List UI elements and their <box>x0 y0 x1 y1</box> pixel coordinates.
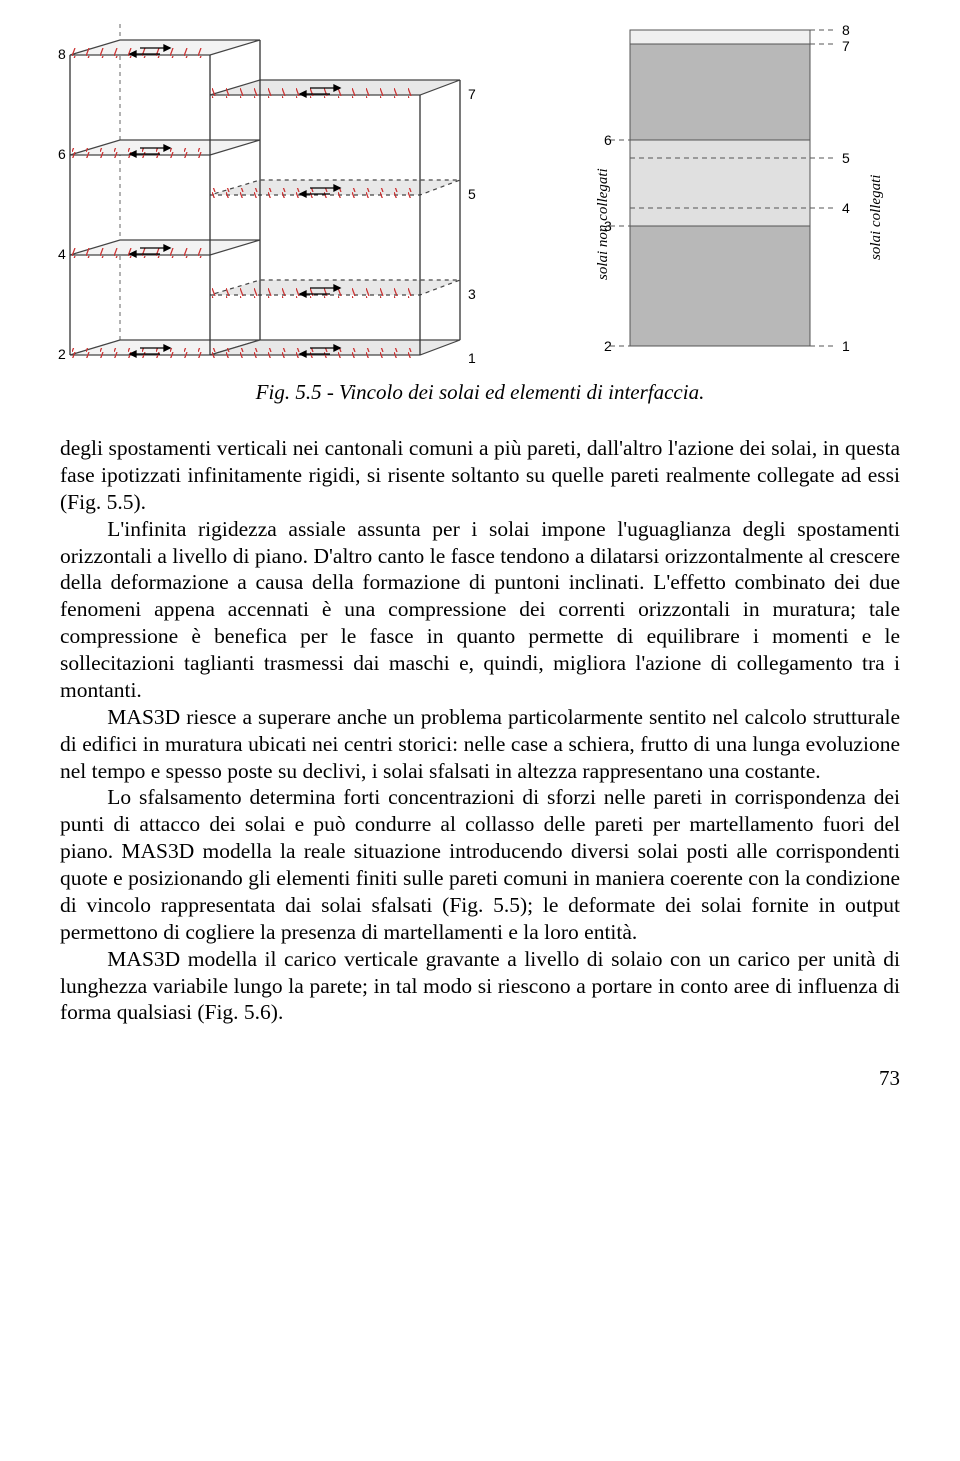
fig-label-5: 5 <box>468 186 476 202</box>
paragraph-1: degli spostamenti verticali nei cantonal… <box>60 435 900 516</box>
figure-caption: Fig. 5.5 - Vincolo dei solai ed elementi… <box>60 380 900 405</box>
fig-label-4: 4 <box>58 246 66 262</box>
page: 8 6 4 2 7 5 3 1 <box>0 0 960 1121</box>
fig-r-label-8: 8 <box>842 22 850 38</box>
vert-label-collegati: solai collegati <box>868 175 885 260</box>
fig-r-label-7: 7 <box>842 38 850 54</box>
fig-label-1: 1 <box>468 350 476 366</box>
paragraph-3: MAS3D riesce a superare anche un problem… <box>60 704 900 785</box>
paragraph-4: Lo sfalsamento determina forti concentra… <box>60 784 900 945</box>
body-text: degli spostamenti verticali nei cantonal… <box>60 435 900 1026</box>
figure-left-3d <box>30 0 470 360</box>
vert-label-non-collegati: solai non collegati <box>595 168 612 280</box>
fig-label-6: 6 <box>58 146 66 162</box>
paragraph-2: L'infinita rigidezza assiale assunta per… <box>60 516 900 704</box>
fig-r-label-5: 5 <box>842 150 850 166</box>
fig-r-label-6: 6 <box>604 132 612 148</box>
paragraph-5: MAS3D modella il carico verticale gravan… <box>60 946 900 1027</box>
fig-label-7: 7 <box>468 86 476 102</box>
fig-r-label-2: 2 <box>604 338 612 354</box>
figure-right-elevation <box>600 0 860 360</box>
fig-r-label-1: 1 <box>842 338 850 354</box>
fig-label-3: 3 <box>468 286 476 302</box>
fig-label-2: 2 <box>58 346 66 362</box>
figure-5-5: 8 6 4 2 7 5 3 1 <box>60 10 900 370</box>
fig-label-8: 8 <box>58 46 66 62</box>
page-number: 73 <box>60 1066 900 1091</box>
fig-r-label-4: 4 <box>842 200 850 216</box>
